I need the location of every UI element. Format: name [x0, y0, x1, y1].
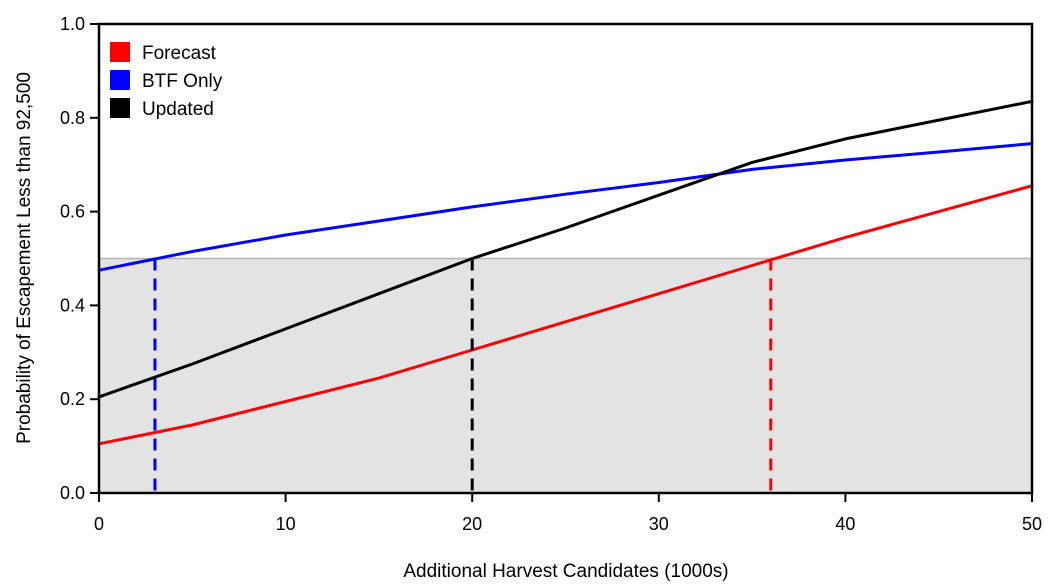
- legend-label-forecast: Forecast: [142, 43, 217, 64]
- legend-label-btf-only: BTF Only: [142, 71, 223, 92]
- y-tick-label: 1.0: [60, 14, 85, 34]
- x-tick-label: 30: [649, 514, 669, 534]
- y-tick-label: 0.8: [60, 108, 85, 128]
- y-tick-label: 0.4: [60, 295, 85, 315]
- x-axis-title: Additional Harvest Candidates (1000s): [403, 561, 728, 582]
- plot-frame: [97, 22, 1034, 495]
- y-tick-label: 0.2: [60, 389, 85, 409]
- x-tick-label: 10: [276, 514, 296, 534]
- y-tick-label: 0.0: [60, 483, 85, 503]
- shaded-region: [99, 258, 1032, 493]
- legend-swatch-updated: [110, 98, 130, 118]
- legend-swatch-btf-only: [110, 70, 130, 90]
- x-tick-label: 20: [462, 514, 482, 534]
- series-line-forecast: [97, 184, 1034, 446]
- x-tick-label: 40: [835, 514, 855, 534]
- legend-swatch-forecast: [110, 42, 130, 62]
- x-tick-label: 50: [1022, 514, 1042, 534]
- legend-label-updated: Updated: [142, 99, 214, 120]
- x-tick-label: 0: [94, 514, 104, 534]
- y-tick-label: 0.6: [60, 202, 85, 222]
- series-line-btf-only: [97, 142, 1034, 272]
- series-line-updated: [97, 99, 1034, 399]
- y-axis-title: Probability of Escapement Less than 92,5…: [14, 72, 35, 444]
